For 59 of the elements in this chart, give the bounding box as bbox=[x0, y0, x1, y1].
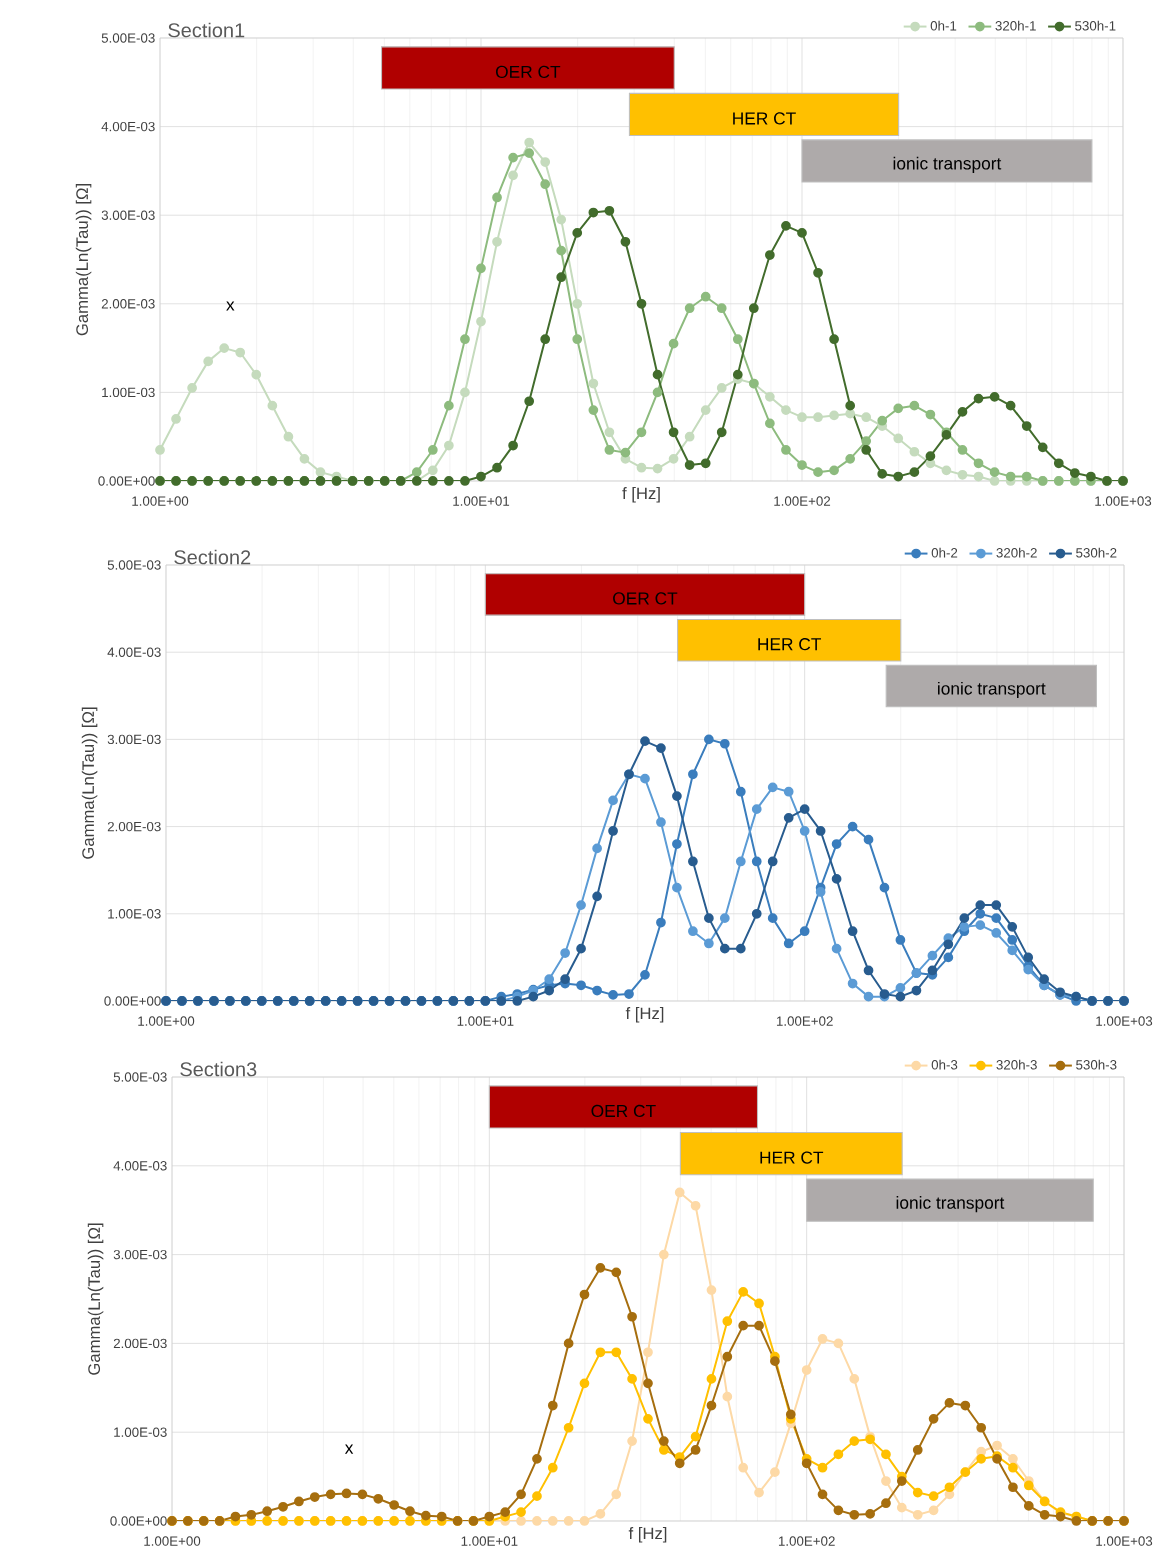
x-tick-label: 1.00E+02 bbox=[776, 1016, 833, 1026]
band-label: HER CT bbox=[760, 1151, 824, 1164]
band-label: OER CT bbox=[613, 592, 678, 605]
y-tick-label: 2.00E-03 bbox=[107, 821, 161, 832]
y-tick-label: 4.00E-03 bbox=[113, 1161, 167, 1171]
x-tick-label: 1.00E+00 bbox=[138, 1016, 195, 1026]
y-tick-label: 3.00E-03 bbox=[113, 1249, 167, 1260]
x-tick-label: 1.00E+01 bbox=[457, 1016, 514, 1026]
y-tick-label: 1.00E-03 bbox=[114, 1427, 167, 1437]
x-axis-title: f [Hz] bbox=[628, 1527, 667, 1543]
y-tick-label: 0.00E+00 bbox=[98, 476, 155, 486]
band-label: OER CT bbox=[495, 65, 561, 79]
legend-label: 0h-2 bbox=[931, 547, 958, 558]
x-tick-label: 1.00E+00 bbox=[132, 496, 189, 506]
y-axis-title: Gamma(Ln(Tau)) [Ω] bbox=[81, 707, 98, 859]
x-tick-label: 1.00E+02 bbox=[774, 496, 831, 506]
x-tick-label: 1.00E+03 bbox=[1096, 1536, 1153, 1546]
legend-label: 0h-3 bbox=[931, 1059, 958, 1070]
y-tick-label: 1.00E-03 bbox=[102, 387, 155, 398]
chart-title: Section3 bbox=[180, 1061, 257, 1077]
y-tick-label: 4.00E-03 bbox=[107, 647, 161, 657]
band-label: HER CT bbox=[733, 112, 796, 125]
x-tick-label: 1.00E+01 bbox=[453, 496, 510, 506]
legend-label: 320h-1 bbox=[995, 20, 1036, 31]
legend-label: 530h-1 bbox=[1075, 20, 1116, 31]
annotation: x bbox=[226, 301, 235, 311]
x-tick-label: 1.00E+02 bbox=[778, 1536, 835, 1546]
band-label: HER CT bbox=[758, 638, 822, 651]
y-tick-label: 3.00E-03 bbox=[107, 734, 161, 745]
y-axis-title: Gamma(Ln(Tau)) [Ω] bbox=[87, 1223, 104, 1375]
x-tick-label: 1.00E+03 bbox=[1095, 496, 1152, 506]
chart-title: Section1 bbox=[168, 22, 245, 38]
y-axis-title: Gamma(Ln(Tau)) [Ω] bbox=[75, 184, 92, 336]
x-tick-label: 1.00E+03 bbox=[1096, 1016, 1153, 1026]
legend-label: 320h-3 bbox=[996, 1059, 1037, 1070]
band-label: ionic transport bbox=[893, 156, 1002, 173]
x-tick-label: 1.00E+00 bbox=[144, 1536, 201, 1546]
y-tick-label: 4.00E-03 bbox=[101, 121, 155, 132]
y-tick-label: 2.00E-03 bbox=[101, 299, 155, 309]
legend-label: 0h-1 bbox=[930, 20, 957, 31]
y-tick-label: 0.00E+00 bbox=[110, 1516, 167, 1526]
y-tick-label: 5.00E-03 bbox=[101, 33, 155, 43]
y-tick-label: 3.00E-03 bbox=[101, 210, 155, 220]
chart-title: Section2 bbox=[174, 549, 251, 565]
band-label: ionic transport bbox=[896, 1196, 1005, 1213]
legend-label: 320h-2 bbox=[996, 547, 1037, 558]
band-label: ionic transport bbox=[938, 681, 1046, 699]
x-axis-title: f [Hz] bbox=[622, 487, 660, 503]
y-tick-label: 0.00E+00 bbox=[104, 996, 161, 1006]
y-tick-label: 2.00E-03 bbox=[113, 1338, 167, 1349]
band-label: OER CT bbox=[591, 1104, 656, 1118]
y-tick-label: 1.00E-03 bbox=[108, 909, 161, 919]
x-tick-label: 1.00E+01 bbox=[461, 1536, 518, 1546]
y-tick-label: 5.00E-03 bbox=[113, 1072, 167, 1082]
x-axis-title: f [Hz] bbox=[625, 1007, 664, 1023]
legend-label: 530h-2 bbox=[1076, 547, 1117, 558]
legend-label: 530h-3 bbox=[1076, 1059, 1117, 1070]
annotation: x bbox=[344, 1444, 354, 1454]
y-tick-label: 5.00E-03 bbox=[107, 560, 161, 570]
